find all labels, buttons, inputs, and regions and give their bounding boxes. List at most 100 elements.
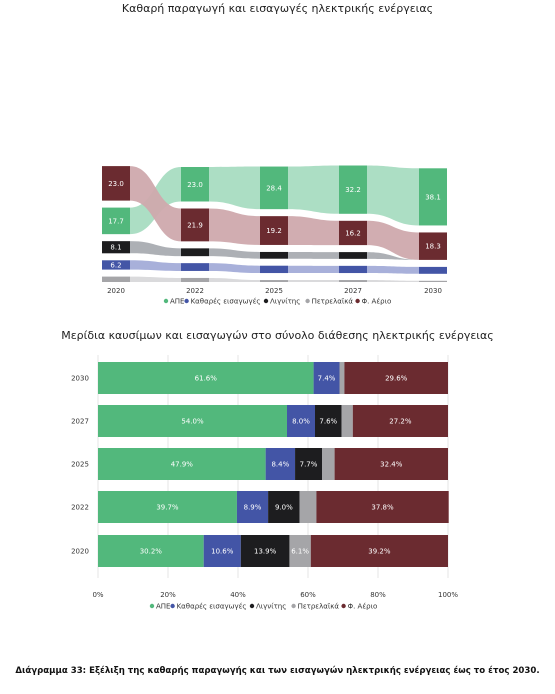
chart2-title: Μερίδια καυσίμων και εισαγωγών στο σύνολ… [61,329,494,342]
data-label-φ-αέριο-2030: 29.6% [385,375,408,383]
x-tick-label-2027: 2027 [344,287,362,295]
data-label-φ-αέριο-2030: 18.3 [425,243,441,251]
x-tick-label-80pct: 80% [370,591,386,599]
bar-λιγνίτης-2022 [181,248,209,257]
bar-πετρελαϊκά-2025 [260,280,288,282]
data-label-καθαρές-εισαγωγές-2020: 6.2 [110,261,121,269]
legend-marker-απε [149,603,155,609]
bar-καθαρές-εισαγωγές-2020 [102,260,130,270]
bar-καθαρές-εισαγωγές-2020 [203,535,241,567]
legend-label-απε: ΑΠΕ [170,298,184,306]
bar-πετρελαϊκά-2022 [299,491,317,523]
legend-marker-λιγνίτης [263,298,269,304]
bar-φ-αέριο-2020 [102,166,130,201]
x-tick-label-100pct: 100% [438,591,458,599]
bar-φ-αέριο-2022 [181,208,209,242]
data-label-φ-αέριο-2022: 37.8% [371,504,394,512]
x-tick-label-2025: 2025 [265,287,283,295]
flow-λιγνίτης-2020-2022 [130,241,181,257]
legend-label-καθαρές-εισαγωγές: Καθαρές εισαγωγές [177,603,247,611]
data-label-φ-αέριο-2020: 39.2% [368,548,391,556]
bar-απε-2030 [98,362,314,394]
x-tick-label-40pct: 40% [230,591,246,599]
y-tick-label-2027: 2027 [71,418,89,426]
data-label-φ-αέριο-2027: 27.2% [389,418,412,426]
chart2-row-2022: 2022 39.7% 8.9% 9.0% 37.8% [71,491,449,523]
data-label-λιγνίτης-2025: 7.7% [300,461,318,469]
data-label-πετρελαϊκά-2020: 6.1% [291,548,309,556]
data-label-λιγνίτης-2020: 8.1 [110,244,121,252]
chart1-sankey-bars: 17.7 6.2 8.1 23.0 2020 23.0 21.9 2022 28.4 19.2 20… [102,165,447,306]
chart1-column-2022: 23.0 21.9 [181,167,209,282]
chart1-column-2025: 28.4 19.2 [260,166,288,282]
data-label-φ-αέριο-2025: 19.2 [266,227,282,235]
data-label-καθαρές-εισαγωγές-2030: 7.4% [318,375,336,383]
legend-marker-καθαρές-εισαγωγές [184,298,189,304]
bar-φ-αέριο-2025 [260,216,288,245]
bar-καθαρές-εισαγωγές-2027 [339,265,367,274]
legend-marker-πετρελαϊκά [291,603,296,609]
data-label-απε-2030: 61.6% [195,375,218,383]
chart2-row-2030: 2030 61.6% 7.4% 29.6% [71,362,448,394]
data-label-λιγνίτης-2022: 9.0% [275,504,293,512]
flow-καθαρές-εισαγωγές-2022-2025 [209,263,260,274]
bar-απε-2022 [98,491,237,523]
bar-καθαρές-εισαγωγές-2025 [265,448,296,480]
bar-πετρελαϊκά-2027 [341,405,353,437]
x-tick-label-0pct: 0% [92,591,103,599]
chart2-row-2027: 2027 54.0% 8.0% 7.6% 27.2% [71,405,448,437]
flow-καθαρές-εισαγωγές-2027-2030 [367,265,419,274]
bar-απε-2025 [260,166,288,210]
flow-πετρελαϊκά-2025-2027 [288,280,339,282]
chart1-column-2020: 17.7 6.2 8.1 23.0 [102,166,130,282]
bar-λιγνίτης-2025 [295,448,322,480]
bar-απε-2020 [102,207,130,235]
data-label-φ-αέριο-2020: 23.0 [108,180,124,188]
data-label-απε-2020: 30.2% [140,548,163,556]
figure-caption: Διάγραμμα 33: Εξέλιξη της καθαρής παραγω… [15,666,540,676]
bar-απε-2027 [98,405,287,437]
bar-καθαρές-εισαγωγές-2030 [419,266,447,274]
data-label-λιγνίτης-2020: 13.9% [254,548,277,556]
bar-καθαρές-εισαγωγές-2025 [260,265,288,274]
flow-καθαρές-εισαγωγές-2020-2022 [130,260,181,271]
legend-label-πετρελαϊκά: Πετρελαϊκά [298,603,340,611]
legend-label-λιγνίτης: Λιγνίτης [256,603,286,611]
bar-λιγνίτης-2020 [240,535,290,567]
chart1-title: Καθαρή παραγωγή και εισαγωγές ηλεκτρικής… [121,2,434,15]
legend-marker-φ-αέριο [355,298,360,304]
bar-καθαρές-εισαγωγές-2022 [236,491,269,523]
bar-απε-2022 [181,167,209,202]
bar-πετρελαϊκά-2025 [322,448,335,480]
data-label-απε-2020: 17.7 [108,217,124,225]
bar-πετρελαϊκά-2030 [339,362,345,394]
legend-label-φ-αέριο: Φ. Αέριο [348,603,378,611]
bar-πετρελαϊκά-2020 [289,535,311,567]
bar-λιγνίτης-2020 [102,241,130,254]
bar-φ-αέριο-2027 [352,405,448,437]
bar-πετρελαϊκά-2020 [102,276,130,282]
bar-πετρελαϊκά-2027 [339,280,367,282]
bar-φ-αέριο-2030 [419,232,447,260]
legend-label-καθαρές-εισαγωγές: Καθαρές εισαγωγές [191,298,261,306]
flow-λιγνίτης-2025-2027 [288,251,339,259]
chart1-column-2030: 38.1 18.3 [419,168,447,282]
data-label-καθαρές-εισαγωγές-2020: 10.6% [211,548,234,556]
data-label-απε-2030: 38.1 [425,193,441,201]
bar-φ-αέριο-2027 [339,220,367,246]
legend-label-λιγνίτης: Λιγνίτης [270,298,300,306]
data-label-φ-αέριο-2022: 21.9 [187,221,203,229]
chart1-flows [130,165,419,282]
data-label-καθαρές-εισαγωγές-2022: 8.9% [244,504,262,512]
bar-απε-2030 [419,168,447,226]
flow-φ-αέριο-2022-2025 [209,208,260,245]
chart2-row-2020: 2020 30.2% 10.6% 13.9% 6.1% 39.2% [71,535,448,567]
bar-φ-αέριο-2022 [316,491,449,523]
flow-λιγνίτης-2022-2025 [209,248,260,259]
legend-label-πετρελαϊκά: Πετρελαϊκά [312,298,354,306]
bar-φ-αέριο-2025 [334,448,448,480]
data-label-απε-2027: 32.2 [345,186,361,194]
flow-απε-2025-2027 [288,165,339,214]
chart1-legend: ΑΠΕ Καθαρές εισαγωγές Λιγνίτης Πετρελαϊκά Φ.… [163,298,391,306]
bar-απε-2025 [98,448,266,480]
